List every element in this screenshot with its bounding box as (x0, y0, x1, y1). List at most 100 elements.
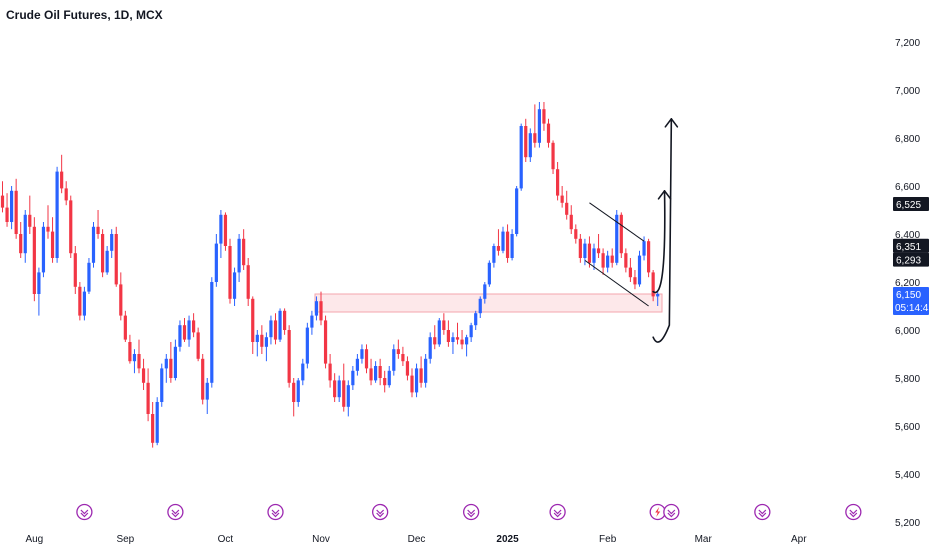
candle-body (205, 382, 209, 400)
candle (28, 195, 32, 234)
candle-body (615, 214, 619, 263)
event-circle (76, 503, 93, 521)
candle (164, 354, 168, 383)
candle (333, 373, 337, 402)
candle-body (492, 246, 496, 263)
candle-body (296, 380, 300, 402)
candle-body (41, 226, 46, 273)
candle (210, 277, 214, 388)
candle-body (73, 253, 77, 287)
candle (69, 195, 73, 258)
price-tag-label: 6,150 (896, 290, 921, 301)
y-tick-label: 5,600 (895, 422, 920, 433)
candle-body (628, 267, 632, 278)
candle-body (128, 342, 132, 362)
candle (123, 310, 127, 342)
candle-body (396, 349, 400, 354)
candle (342, 363, 346, 412)
candle-body (610, 255, 614, 263)
economic-event-icon[interactable] (167, 503, 184, 521)
candle-body (187, 320, 191, 340)
economic-event-icon[interactable] (663, 503, 680, 521)
economic-event-icon[interactable] (267, 503, 284, 521)
candle (446, 320, 450, 347)
candle-body (360, 349, 364, 359)
candle (405, 356, 410, 381)
candle-body (574, 229, 578, 239)
candle (574, 224, 578, 244)
price-axis[interactable]: 5,200 5,400 5,600 5,800 6,000 6,200 6,400 6,600… (895, 38, 920, 529)
candle-body (642, 241, 646, 256)
economic-event-icon[interactable] (371, 503, 389, 521)
candle (173, 339, 177, 381)
candle (610, 248, 614, 268)
candle-body (433, 337, 437, 345)
x-tick-label: Oct (218, 534, 234, 545)
candle-body (0, 195, 5, 208)
candle (396, 339, 400, 359)
candle (60, 154, 64, 194)
candle (91, 222, 96, 268)
chart-title: Crude Oil Futures, 1D, MCX (6, 8, 163, 22)
candle (82, 286, 86, 321)
chevron-down-icon (849, 509, 858, 518)
candle (546, 118, 551, 148)
candle-body (69, 200, 73, 254)
candle (155, 397, 159, 446)
price-tag-bg (893, 238, 929, 253)
candle (287, 325, 291, 388)
candle-body (596, 248, 601, 254)
candle-body (164, 358, 168, 369)
candle (364, 344, 369, 374)
economic-event-icon[interactable] (754, 503, 771, 521)
candle (296, 378, 300, 407)
candle (55, 166, 59, 263)
candle (556, 162, 560, 201)
candle-body (160, 368, 164, 402)
candle-body (96, 226, 100, 234)
candle-body (228, 246, 232, 299)
candle (560, 186, 564, 208)
candle (637, 250, 642, 287)
candle (524, 118, 528, 162)
flash-event-icon[interactable] (649, 503, 666, 521)
y-tick-label: 6,600 (895, 182, 920, 193)
candle (615, 210, 619, 266)
economic-event-icon[interactable] (549, 503, 566, 521)
candle-body (151, 414, 155, 443)
candle (269, 315, 273, 345)
time-axis[interactable]: Aug Sep Oct Nov Dec 2025 Feb Mar Apr (25, 534, 807, 545)
price-tag-bg (893, 197, 929, 211)
candle-body (310, 315, 314, 328)
y-tick-label: 5,200 (895, 518, 920, 529)
economic-event-icon[interactable] (462, 503, 480, 521)
support-zone-layer (314, 293, 663, 313)
candle-body (201, 358, 205, 400)
candle-body (210, 282, 214, 383)
candle-body (560, 195, 564, 203)
candle-body (524, 126, 528, 158)
candle-body (542, 109, 546, 124)
candle (492, 243, 496, 268)
candle (137, 339, 141, 374)
economic-event-icon[interactable] (76, 503, 93, 521)
candle (647, 238, 651, 278)
x-tick-label: Apr (791, 534, 807, 545)
candle-body (465, 337, 469, 345)
candle (251, 296, 255, 354)
candle-body (169, 358, 173, 378)
candle-body (424, 358, 428, 383)
candle (537, 102, 541, 148)
candle-body (155, 402, 159, 443)
candle-body (251, 298, 255, 342)
event-markers-layer[interactable] (76, 503, 862, 521)
candle (360, 344, 364, 364)
candle-body (374, 366, 378, 381)
candle-body (260, 334, 264, 347)
candle-body (319, 301, 323, 321)
candle-body (87, 262, 91, 292)
candle-body (369, 368, 373, 381)
economic-event-icon[interactable] (845, 503, 862, 521)
candle-body (223, 214, 228, 246)
